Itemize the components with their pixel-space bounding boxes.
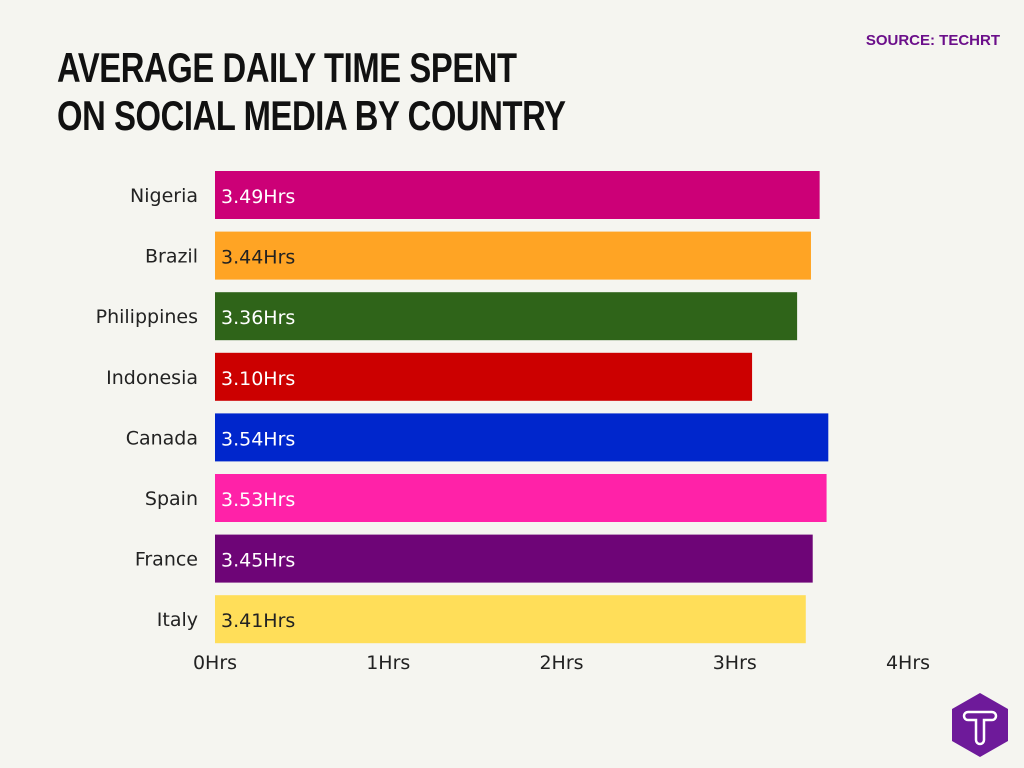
category-label: France [135,549,198,571]
bar-philippines [215,292,798,341]
data-label: 3.10Hrs [221,368,295,390]
category-label: Spain [145,488,198,510]
bar-brazil [215,231,811,280]
category-label: Italy [157,609,198,631]
bar-spain [215,474,827,522]
category-label: Brazil [145,246,198,268]
x-tick-label: 4Hrs [886,652,930,674]
x-tick-label: 0Hrs [193,652,237,674]
data-label: 3.53Hrs [221,489,295,511]
data-label: 3.54Hrs [221,428,295,450]
chart-title: AVERAGE DAILY TIME SPENT ON SOCIAL MEDIA… [57,44,566,139]
techrt-logo-icon [952,693,1008,757]
bar-canada [215,413,829,462]
category-label: Philippines [96,306,198,328]
bar-indonesia [215,352,753,401]
category-label: Nigeria [130,185,198,207]
data-label: 3.41Hrs [221,610,295,632]
category-label: Canada [126,427,198,449]
bar-france [215,534,813,583]
data-label: 3.45Hrs [221,550,295,572]
x-tick-label: 1Hrs [366,652,410,674]
bar-nigeria [215,171,820,219]
x-tick-label: 2Hrs [539,652,583,674]
data-label: 3.44Hrs [221,247,295,269]
data-label: 3.49Hrs [221,186,295,208]
category-label: Indonesia [106,367,198,389]
bar-italy [215,595,806,644]
x-tick-label: 3Hrs [713,652,757,674]
data-label: 3.36Hrs [221,307,295,329]
source-label: SOURCE: TECHRT [865,32,1000,49]
